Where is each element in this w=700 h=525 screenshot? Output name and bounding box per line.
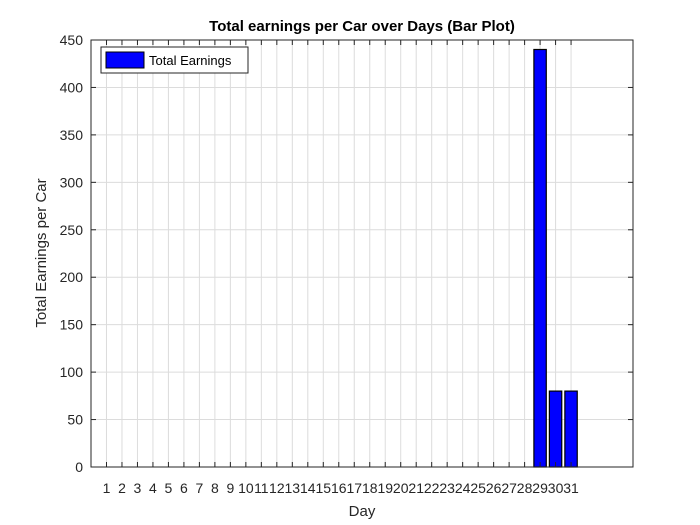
x-tick-label: 24 [455, 480, 471, 496]
y-tick-label: 200 [60, 269, 84, 285]
x-tick-label: 4 [149, 480, 157, 496]
x-tick-label: 3 [134, 480, 142, 496]
x-tick-label: 13 [285, 480, 301, 496]
x-tick-label: 26 [486, 480, 502, 496]
x-tick-label: 2 [118, 480, 126, 496]
x-tick-label: 18 [362, 480, 378, 496]
x-tick-label: 27 [501, 480, 517, 496]
x-tick-labels: 1 2 3 4 5 6 7 8 9 10 11 12 13 14 15 16 17 18 19 20 21 22 23 24 2… [103, 480, 579, 496]
x-tick-label: 22 [424, 480, 440, 496]
y-tick-label: 150 [60, 317, 84, 333]
x-tick-label: 29 [532, 480, 548, 496]
x-tick-label: 23 [439, 480, 455, 496]
x-tick-label: 30 [548, 480, 564, 496]
bar-day-31 [564, 390, 578, 468]
legend: Total Earnings [100, 46, 249, 74]
x-tick-label: 28 [517, 480, 533, 496]
x-tick-label: 25 [470, 480, 486, 496]
x-tick-label: 31 [563, 480, 579, 496]
axis-ticks [91, 39, 633, 468]
bar-day-29 [533, 48, 547, 468]
x-tick-label: 7 [196, 480, 204, 496]
x-tick-label: 17 [346, 480, 362, 496]
x-tick-label: 16 [331, 480, 347, 496]
x-tick-label: 20 [393, 480, 409, 496]
y-tick-label: 450 [60, 32, 84, 48]
y-tick-label: 350 [60, 127, 84, 143]
y-tick-label: 300 [60, 174, 84, 190]
x-tick-label: 15 [315, 480, 331, 496]
x-tick-label: 19 [377, 480, 393, 496]
y-tick-label: 50 [67, 412, 83, 428]
x-tick-label: 6 [180, 480, 188, 496]
chart-title: Total earnings per Car over Days (Bar Pl… [209, 18, 515, 35]
y-tick-label: 0 [75, 459, 83, 475]
axes-frame [90, 39, 634, 468]
y-tick-label: 100 [60, 364, 84, 380]
x-tick-label: 8 [211, 480, 219, 496]
x-tick-label: 5 [165, 480, 173, 496]
y-tick-labels: 0 50 100 150 200 250 300 350 400 450 [60, 32, 84, 475]
x-tick-label: 12 [269, 480, 285, 496]
x-axis-label: Day [349, 503, 376, 520]
x-tick-label: 11 [254, 480, 269, 496]
y-tick-label: 250 [60, 222, 84, 238]
y-tick-label: 400 [60, 79, 84, 95]
x-tick-label: 10 [238, 480, 254, 496]
x-tick-label: 1 [103, 480, 111, 496]
legend-label: Total Earnings [149, 53, 232, 68]
y-axis-label: Total Earnings per Car [33, 178, 50, 327]
bar-day-30 [548, 390, 563, 468]
legend-swatch [105, 51, 145, 69]
x-tick-label: 14 [300, 480, 316, 496]
x-tick-label: 21 [408, 480, 424, 496]
x-tick-label: 9 [226, 480, 234, 496]
